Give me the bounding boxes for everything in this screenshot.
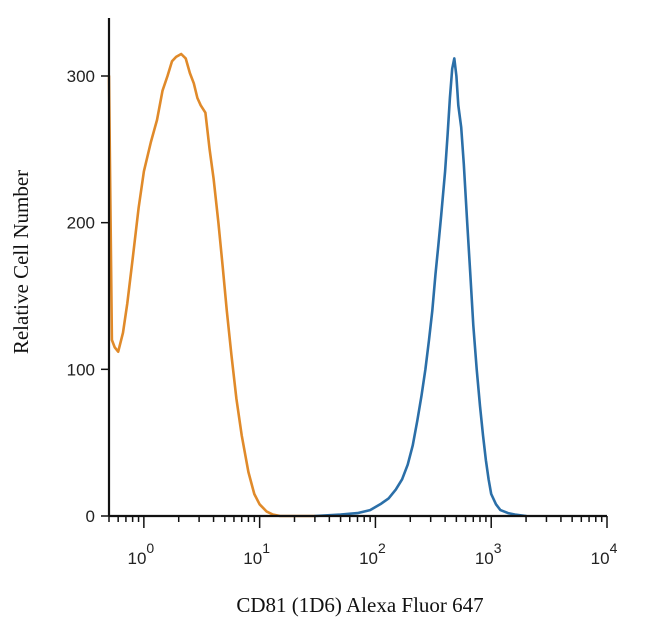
y-tick-label: 200	[67, 214, 95, 233]
y-ticks: 0 100 200 300	[67, 67, 109, 526]
axes	[107, 18, 607, 518]
series-line-1	[107, 52, 317, 518]
x-tick-label: 103	[475, 540, 502, 568]
x-tick-label: 102	[359, 540, 386, 568]
plot-area	[107, 52, 528, 518]
x-tick-label: 101	[243, 540, 270, 568]
series-line-2	[313, 57, 528, 518]
y-axis-title: Relative Cell Number	[9, 170, 33, 354]
x-ticks: 100 101 102 103 104	[108, 516, 618, 568]
x-tick-label: 104	[591, 540, 618, 568]
y-tick-label: 100	[67, 360, 95, 379]
x-tick-label: 100	[127, 540, 154, 568]
y-tick-label: 300	[67, 67, 95, 86]
x-axis-title: CD81 (1D6) Alexa Fluor 647	[236, 593, 483, 617]
y-tick-label: 0	[86, 507, 95, 526]
